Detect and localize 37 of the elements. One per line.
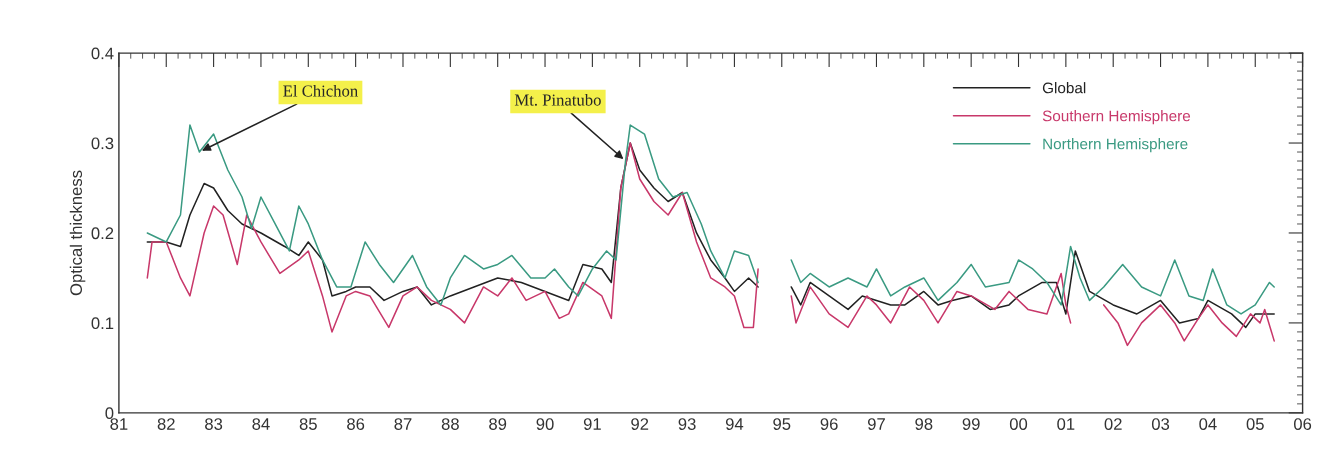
y-tick-label: 0.4 bbox=[91, 47, 114, 60]
x-tick-label: 98 bbox=[915, 418, 933, 430]
x-tick-label: 04 bbox=[1199, 418, 1217, 430]
x-tick-label: 02 bbox=[1104, 418, 1122, 430]
legend-label: Southern Hemisphere bbox=[1042, 110, 1191, 125]
y-tick-label: 0.3 bbox=[91, 137, 114, 150]
x-tick-label: 01 bbox=[1057, 418, 1075, 430]
x-tick-label: 96 bbox=[820, 418, 838, 430]
x-tick-label: 99 bbox=[962, 418, 980, 430]
x-tick-label: 86 bbox=[347, 418, 365, 430]
x-tick-label: 93 bbox=[678, 418, 696, 430]
x-tick-label: 92 bbox=[631, 418, 649, 430]
annotation: El Chichon bbox=[283, 84, 358, 97]
x-tick-label: 97 bbox=[867, 418, 885, 430]
y-tick-label: 0 bbox=[105, 407, 114, 420]
x-tick-label: 90 bbox=[536, 418, 554, 430]
y-axis-title: Optical thickness bbox=[69, 170, 86, 296]
x-tick-label: 85 bbox=[299, 418, 317, 430]
x-tick-label: 89 bbox=[489, 418, 507, 430]
y-tick-label: 0.2 bbox=[91, 227, 114, 240]
legend-label: Northern Hemisphere bbox=[1043, 138, 1188, 153]
x-tick-label: 00 bbox=[1009, 418, 1028, 430]
x-tick-label: 95 bbox=[773, 418, 791, 430]
x-tick-label: 91 bbox=[583, 418, 601, 430]
x-tick-label: 81 bbox=[110, 418, 128, 430]
legend-label: Global bbox=[1042, 82, 1086, 94]
x-tick-label: 94 bbox=[725, 418, 744, 430]
x-tick-label: 88 bbox=[441, 418, 459, 430]
y-tick-label: 0.1 bbox=[91, 317, 114, 330]
x-tick-label: 05 bbox=[1246, 418, 1264, 430]
x-tick-label: 83 bbox=[205, 418, 223, 430]
x-tick-label: 82 bbox=[157, 418, 175, 430]
x-tick-label: 06 bbox=[1293, 418, 1312, 430]
annotation: Mt. Pinatubo bbox=[514, 93, 601, 106]
x-tick-label: 03 bbox=[1151, 418, 1170, 430]
x-tick-label: 87 bbox=[394, 418, 412, 430]
x-tick-label: 84 bbox=[252, 418, 270, 430]
